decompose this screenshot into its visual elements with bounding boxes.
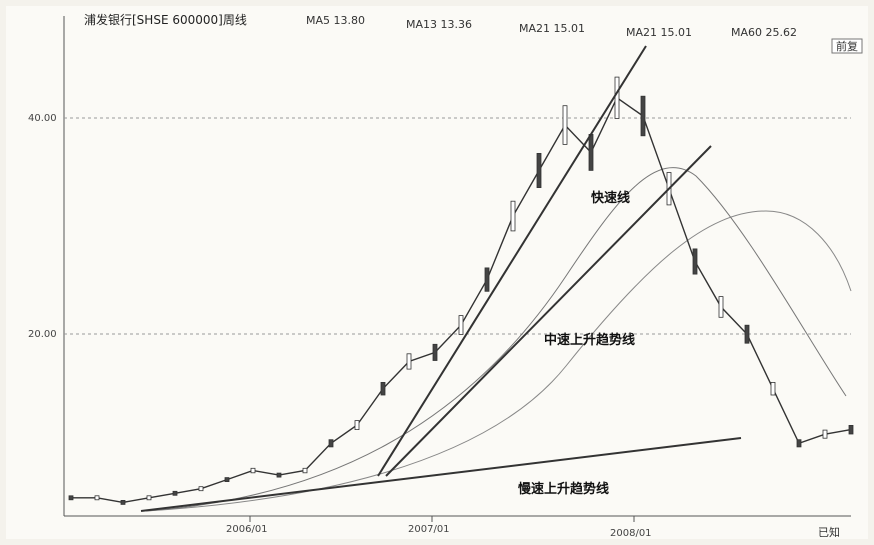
ma-label: MA13 13.36: [406, 18, 472, 31]
ma-label: MA21 15.01: [519, 22, 585, 35]
price-point: [692, 248, 698, 275]
annotation-medium-trend: 中速上升趋势线: [544, 332, 635, 348]
price-point: [744, 324, 750, 344]
x-tick-label: 2007/01: [408, 524, 450, 535]
fast-trendline: [377, 45, 647, 477]
price-point: [458, 315, 464, 335]
price-point: [588, 133, 594, 171]
footer-partial-text: 已知: [818, 525, 840, 539]
price-point: [796, 439, 802, 448]
price-point: [718, 296, 724, 318]
x-tick-label: 2008/01: [610, 528, 652, 539]
chart-frame: 浦发银行[SHSE 600000]周线 MA5 13.80 MA13 13.36…: [6, 6, 868, 539]
medium-trendline: [385, 145, 712, 477]
price-point: [250, 467, 256, 474]
price-point: [562, 105, 568, 145]
slow-trendline: [140, 437, 742, 512]
price-point: [328, 439, 334, 448]
price-point: [302, 467, 308, 474]
y-tick-label: 20.00: [28, 329, 57, 340]
fq-button-label: 前复: [836, 39, 858, 53]
price-point: [224, 477, 230, 483]
price-point: [354, 420, 360, 431]
price-series-line: [71, 96, 852, 504]
price-point: [822, 429, 828, 439]
price-point: [94, 495, 100, 501]
price-point: [406, 353, 412, 370]
ma60-curve: [145, 210, 852, 512]
price-chart: 浦发银行[SHSE 600000]周线 MA5 13.80 MA13 13.36…: [28, 12, 863, 539]
candles: [68, 76, 854, 505]
annotation-slow-trend: 慢速上升趋势线: [518, 481, 609, 497]
y-tick-label: 40.00: [28, 113, 57, 124]
price-point: [484, 267, 490, 292]
price-point: [120, 499, 126, 505]
price-point: [380, 381, 386, 396]
price-point: [68, 495, 74, 501]
price-point: [536, 152, 542, 188]
ma-label: MA60 25.62: [731, 26, 797, 39]
chart-title: 浦发银行[SHSE 600000]周线: [84, 12, 247, 27]
fq-button[interactable]: [831, 38, 863, 54]
price-point: [198, 486, 204, 492]
price-point: [146, 495, 152, 501]
ma-label: MA21 15.01: [626, 26, 692, 39]
ma21-curve: [145, 167, 847, 512]
price-point: [172, 490, 178, 496]
ma-label: MA5 13.80: [306, 14, 365, 27]
price-point: [276, 472, 282, 478]
annotation-fast-line: 快速线: [591, 190, 630, 206]
price-point: [848, 424, 854, 435]
x-tick-label: 2006/01: [226, 524, 268, 535]
price-point: [770, 381, 776, 396]
price-point: [640, 95, 646, 137]
price-point: [510, 200, 516, 232]
price-point: [614, 76, 620, 119]
price-point: [432, 343, 438, 361]
